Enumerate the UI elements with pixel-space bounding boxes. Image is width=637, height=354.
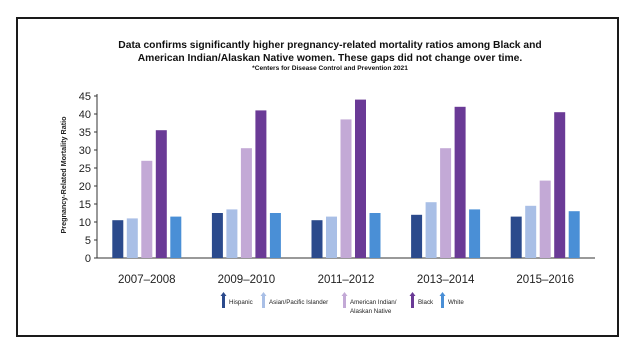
bar-hispanic-1: [211, 213, 223, 258]
legend-label: Alaskan Native: [350, 308, 392, 315]
legend-label: Asian/Pacific Islander: [269, 299, 328, 306]
bar-black-2: [355, 99, 366, 258]
bar-black-1: [255, 110, 267, 259]
bar-asian-pacific-islander-4: [525, 205, 537, 258]
legend-label: American Indian/: [350, 299, 397, 306]
bar-white-1: [269, 213, 281, 258]
bar-black-3: [454, 106, 466, 258]
bar-white-3: [469, 209, 481, 258]
y-tick-label: 40: [79, 109, 91, 121]
y-tick-label: 5: [85, 235, 91, 247]
bar-hispanic-4: [510, 216, 522, 258]
x-tick-label: 2013–2014: [417, 274, 475, 286]
y-tick-label: 10: [79, 217, 91, 229]
bar-asian-pacific-islander-3: [425, 202, 437, 258]
legend-swatch: [222, 295, 225, 308]
title-line-1: Data confirms significantly higher pregn…: [118, 40, 542, 51]
legend-swatch: [411, 295, 414, 308]
x-tick-label: 2015–2016: [516, 274, 574, 286]
legend-swatch-arrow: [260, 292, 267, 296]
bar-white-2: [369, 213, 381, 258]
slide-frame: [16, 17, 619, 337]
x-tick-label: 2009–2010: [218, 274, 276, 286]
legend-label: Hispanic: [229, 299, 253, 306]
legend-swatch: [343, 295, 346, 308]
bar-hispanic-3: [411, 214, 423, 258]
bar-white-0: [170, 216, 182, 258]
legend-label: Black: [418, 299, 434, 306]
legend-swatch: [262, 295, 265, 308]
legend-swatch-arrow: [220, 292, 227, 296]
y-tick-label: 15: [79, 199, 91, 211]
y-tick-label: 45: [79, 91, 91, 103]
x-tick-label: 2011–2012: [318, 274, 375, 286]
bar-asian-pacific-islander-0: [126, 218, 138, 258]
bar-asian-pacific-islander-1: [226, 209, 238, 258]
y-tick-label: 35: [79, 127, 91, 139]
bar-american-indian-alaskan-native-0: [141, 160, 153, 258]
legend-label: White: [448, 299, 464, 306]
bar-asian-pacific-islander-2: [326, 216, 337, 258]
y-tick-label: 0: [85, 253, 91, 265]
bar-hispanic-0: [112, 220, 124, 258]
y-tick-label: 20: [79, 181, 91, 193]
bar-black-0: [155, 130, 167, 258]
title-line-2: American Indian/Alaskan Native women. Th…: [137, 53, 523, 64]
x-tick-label: 2007–2008: [118, 274, 176, 286]
bar-american-indian-alaskan-native-1: [240, 148, 252, 258]
bar-black-4: [554, 112, 566, 258]
legend-swatch-arrow: [439, 292, 446, 296]
bar-american-indian-alaskan-native-4: [539, 180, 551, 258]
source-citation: *Centers for Disease Control and Prevent…: [252, 65, 408, 72]
y-tick-label: 25: [79, 163, 91, 175]
y-tick-label: 30: [79, 145, 91, 157]
bar-hispanic-2: [311, 220, 323, 258]
bar-white-4: [568, 211, 580, 258]
legend-swatch: [441, 295, 444, 308]
legend-swatch-arrow: [409, 292, 416, 296]
y-axis-label: Pregnancy-Related Mortality Ratio: [59, 116, 68, 234]
bar-american-indian-alaskan-native-2: [340, 119, 352, 259]
slide-title: Data confirms significantly higher pregn…: [60, 39, 600, 65]
legend-swatch-arrow: [341, 292, 348, 296]
bar-american-indian-alaskan-native-3: [440, 148, 452, 258]
